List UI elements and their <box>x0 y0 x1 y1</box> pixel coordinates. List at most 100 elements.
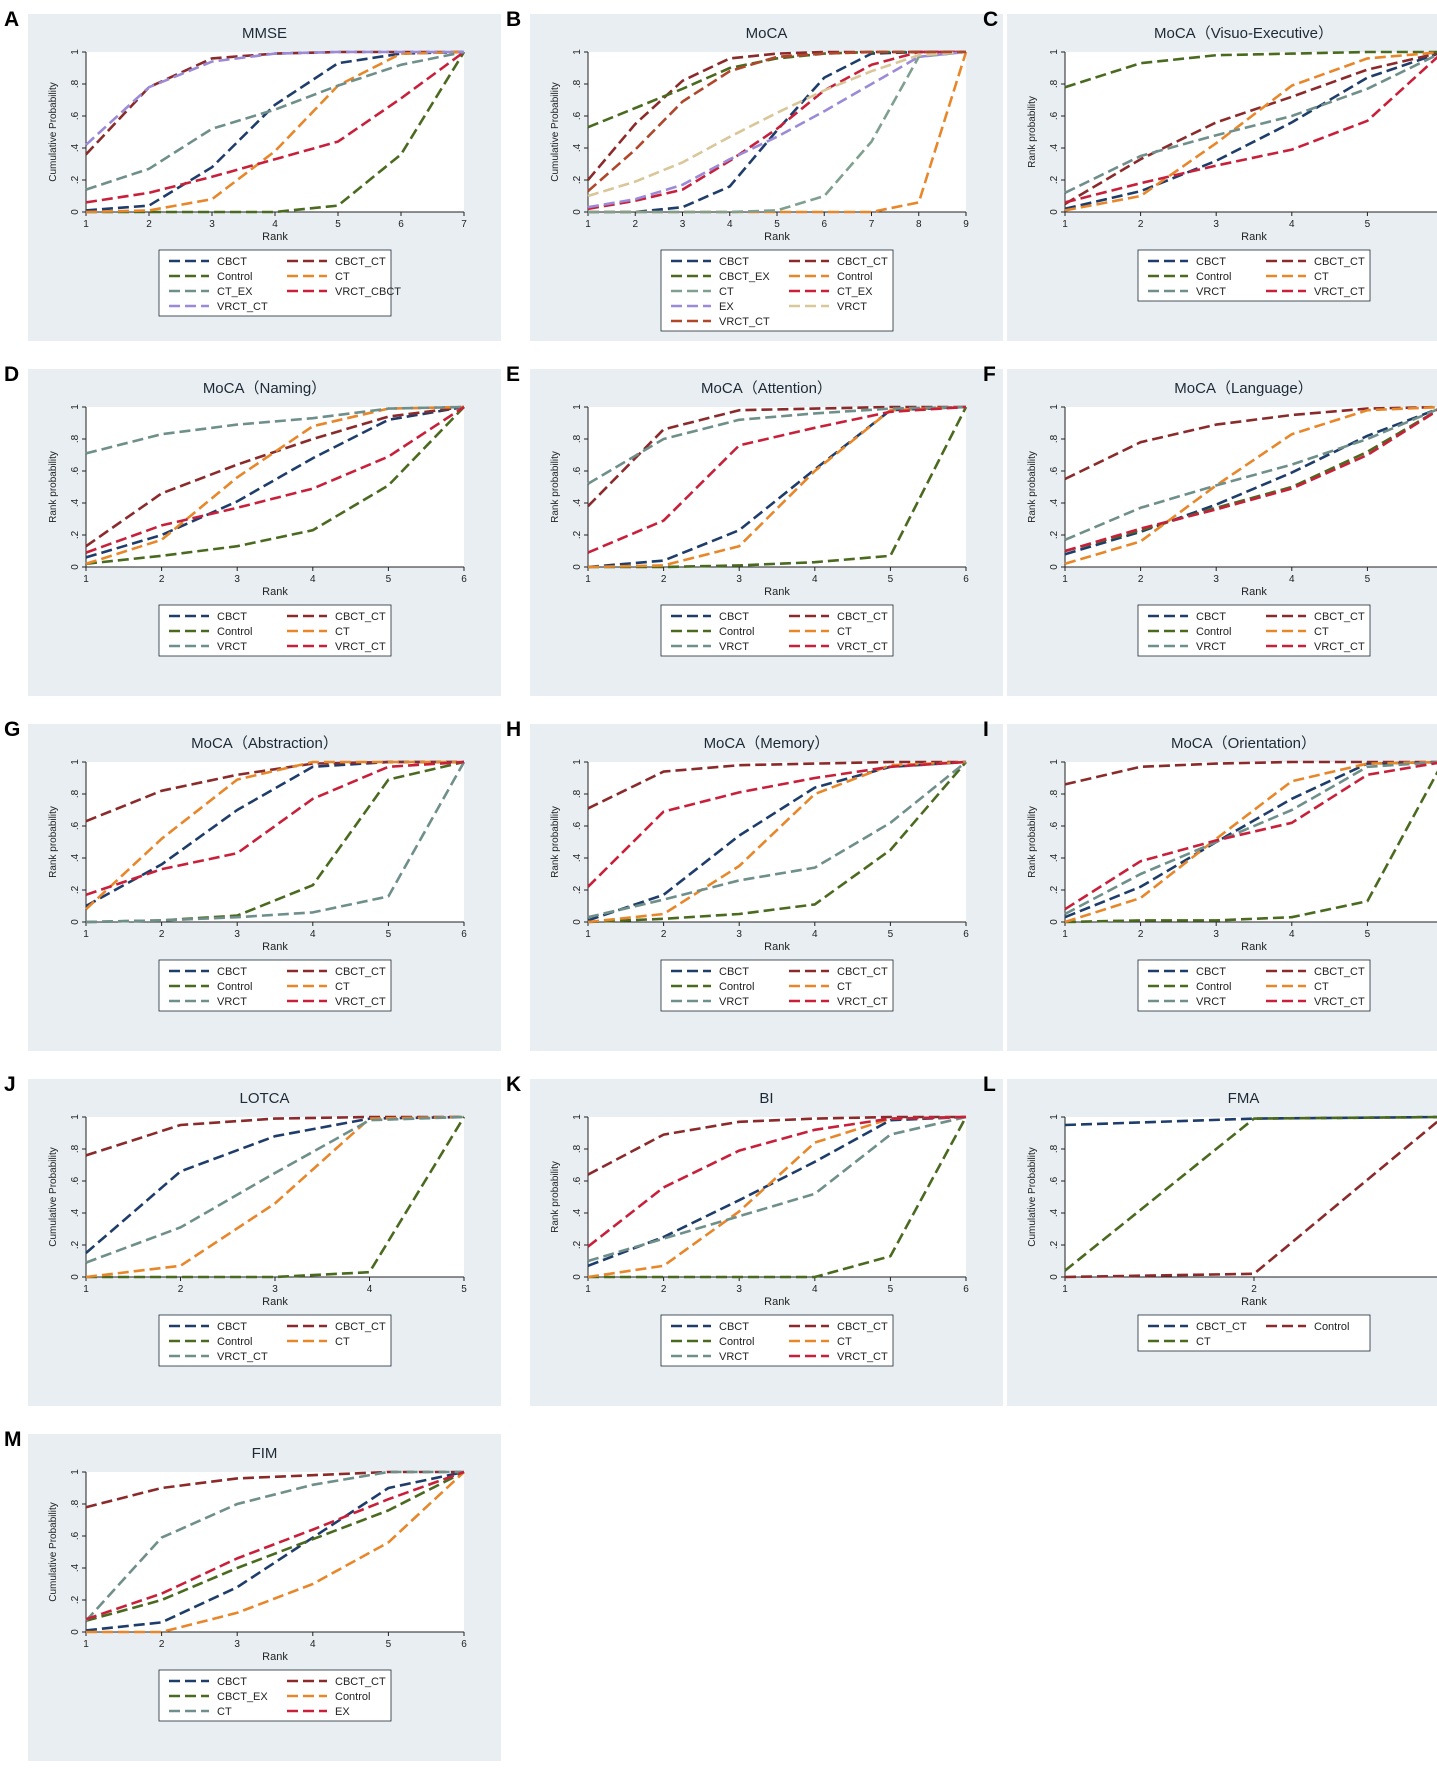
x-tick-label: 3 <box>1213 219 1219 230</box>
series-line-vrct-ct <box>85 1115 465 1264</box>
legend-box <box>158 959 392 1012</box>
legend-label: CBCT_CT <box>1314 256 1365 268</box>
panel-B: B MoCA 0 .2 .4 .6 .8 1 1 2 3 4 5 6 7 8 9 Rank Cumulative P… <box>506 8 1003 341</box>
y-tick-label: .6 <box>1049 466 1060 475</box>
series-line-vrct <box>85 761 466 924</box>
y-tick-label: .6 <box>70 111 81 120</box>
legend-label: VRCT_CBCT <box>335 286 401 298</box>
x-axis-label: Rank <box>764 586 790 598</box>
y-tick-label: .2 <box>70 175 81 184</box>
x-tick-label: 2 <box>1138 219 1144 230</box>
series-line-cbct <box>85 1115 465 1254</box>
series-line-vrct <box>1064 408 1437 541</box>
legend-label: VRCT <box>217 996 247 1008</box>
series-line-ex <box>587 50 967 209</box>
x-tick-label: 2 <box>661 574 667 585</box>
series-line-cbct <box>85 405 465 559</box>
legend-label: CT <box>335 626 350 638</box>
panel-M: M FIM 0 .2 .4 .6 .8 1 1 2 3 4 5 6 Rank Cumulative Proba… <box>4 1428 501 1761</box>
series-line-cbct-ex <box>85 1470 465 1623</box>
series-line-vrct-ct <box>85 760 465 897</box>
panel-letter-C: C <box>983 8 998 31</box>
legend-label: CBCT <box>1196 966 1226 978</box>
y-tick-label: 1 <box>572 1114 583 1120</box>
x-tick-label: 2 <box>1138 929 1144 940</box>
series-line-vrct-ct <box>587 760 967 888</box>
x-tick-label: 5 <box>386 1639 392 1650</box>
y-tick-label: 0 <box>1049 1274 1060 1280</box>
panel-H: H MoCA（Memory） 0 .2 .4 .6 .8 1 1 2 3 4 5 6 Rank Rank pr… <box>506 718 1003 1051</box>
panel-letter-B: B <box>506 8 521 31</box>
plot-area <box>588 1117 966 1277</box>
series-line-vrct <box>85 405 465 455</box>
x-axis-label: Rank <box>1241 586 1267 598</box>
x-axis-label: Rank <box>764 941 790 953</box>
panel-letter-G: G <box>4 718 20 741</box>
legend-label: VRCT_CT <box>335 996 386 1008</box>
legend-label: CT <box>1196 1336 1211 1348</box>
legend-label: Control <box>335 1691 370 1703</box>
x-axis-label: Rank <box>764 1296 790 1308</box>
legend-label: VRCT <box>837 301 867 313</box>
x-tick-label: 2 <box>159 574 165 585</box>
legend-label: CBCT <box>1196 256 1226 268</box>
legend-label: VRCT_CT <box>837 1351 888 1363</box>
series-line-cbct-ct <box>85 1115 464 1157</box>
legend-box <box>660 959 894 1012</box>
x-tick-label: 4 <box>812 929 818 940</box>
legend-label: VRCT <box>719 641 749 653</box>
x-tick-label: 6 <box>963 929 969 940</box>
panel-title: MoCA（Attention） <box>701 380 832 397</box>
panel-I: IMoCA（Orientation）0.2.4.6.81123456RankRa… <box>983 718 1437 1051</box>
plot-area <box>86 1472 464 1632</box>
series-line-cbct-ct <box>587 405 966 508</box>
legend-label: CBCT_CT <box>1196 1321 1247 1333</box>
x-tick-label: 4 <box>1289 219 1295 230</box>
series-line-vrct-ct <box>85 50 464 146</box>
series-line-ct-ex <box>587 50 966 211</box>
x-axis-label: Rank <box>262 231 288 243</box>
y-tick-label: 1 <box>1049 404 1060 410</box>
legend-label: Control <box>1196 981 1231 993</box>
legend-label: CBCT_CT <box>837 256 888 268</box>
y-tick-label: 1 <box>1049 759 1060 765</box>
x-tick-label: 3 <box>1213 929 1219 940</box>
legend-label: VRCT <box>1196 641 1226 653</box>
x-tick-label: 1 <box>585 929 591 940</box>
y-tick-label: 0 <box>572 209 583 215</box>
panel-title: BI <box>759 1090 773 1107</box>
panel-title: MoCA（Visuo-Executive） <box>1154 25 1333 42</box>
x-tick-label: 1 <box>83 219 89 230</box>
y-tick-label: .6 <box>70 1531 81 1540</box>
legend-label: VRCT_CT <box>217 301 268 313</box>
series-line-ex <box>85 1470 465 1621</box>
x-tick-label: 1 <box>83 929 89 940</box>
x-tick-label: 1 <box>83 1639 89 1650</box>
y-tick-label: 0 <box>70 209 81 215</box>
panel-letter-F: F <box>983 363 996 386</box>
y-tick-label: .4 <box>70 853 81 862</box>
legend-label: CBCT <box>217 1321 247 1333</box>
x-tick-label: 5 <box>774 219 780 230</box>
y-tick-label: .2 <box>70 530 81 539</box>
legend-box <box>158 1669 392 1722</box>
x-tick-label: 1 <box>585 1284 591 1295</box>
legend-label: CT_EX <box>837 286 873 298</box>
panel-title: MoCA（Abstraction） <box>191 735 338 752</box>
x-tick-label: 8 <box>916 219 922 230</box>
legend-label: VRCT_CT <box>837 996 888 1008</box>
plot-area <box>86 762 464 922</box>
y-tick-label: .8 <box>572 434 583 443</box>
y-tick-label: .2 <box>572 175 583 184</box>
y-tick-label: .4 <box>70 1208 81 1217</box>
series-line-control <box>588 406 968 569</box>
y-axis-label: Rank probability <box>48 451 59 523</box>
legend-box <box>660 1314 894 1367</box>
panel-C: CMoCA（Visuo-Executive）0.2.4.6.81123456Ra… <box>983 8 1437 341</box>
series-line-cbct-ct <box>85 1470 464 1509</box>
series-line-vrct <box>587 50 967 198</box>
x-tick-label: 2 <box>146 219 152 230</box>
y-axis-label: Cumulative Probability <box>550 82 561 182</box>
series-line-vrct-ct <box>587 405 967 554</box>
